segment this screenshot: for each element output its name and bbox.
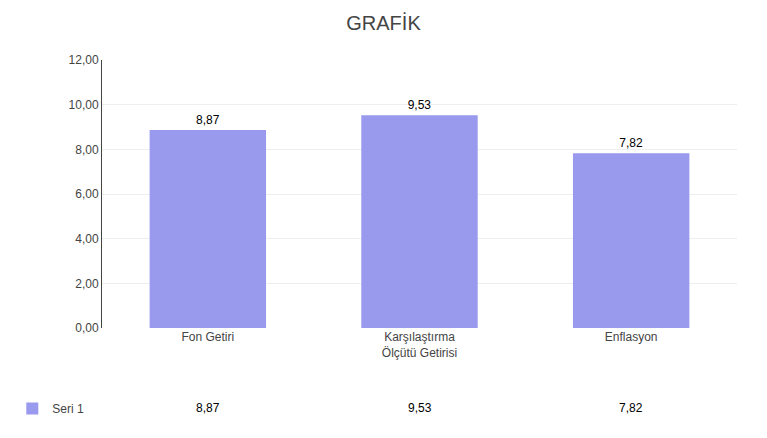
svg-text:KarşılaştırmaÖlçütü Getirisi: KarşılaştırmaÖlçütü Getirisi <box>382 330 457 360</box>
svg-text:6,00: 6,00 <box>75 187 99 201</box>
svg-text:10,00: 10,00 <box>69 98 99 112</box>
svg-text:9,53: 9,53 <box>408 401 432 415</box>
svg-text:7,82: 7,82 <box>619 136 643 150</box>
svg-text:Enflasyon: Enflasyon <box>605 330 658 344</box>
svg-text:2,00: 2,00 <box>75 277 99 291</box>
svg-text:Seri 1: Seri 1 <box>52 402 84 416</box>
svg-text:9,53: 9,53 <box>408 98 432 112</box>
svg-text:8,87: 8,87 <box>196 113 220 127</box>
svg-text:4,00: 4,00 <box>75 232 99 246</box>
svg-text:GRAFİK: GRAFİK <box>346 12 421 34</box>
svg-text:8,87: 8,87 <box>196 401 220 415</box>
svg-text:7,82: 7,82 <box>619 401 643 415</box>
svg-text:Fon Getiri: Fon Getiri <box>181 330 234 344</box>
svg-text:0,00: 0,00 <box>75 321 99 335</box>
svg-text:8,00: 8,00 <box>75 143 99 157</box>
svg-text:12,00: 12,00 <box>69 53 99 67</box>
